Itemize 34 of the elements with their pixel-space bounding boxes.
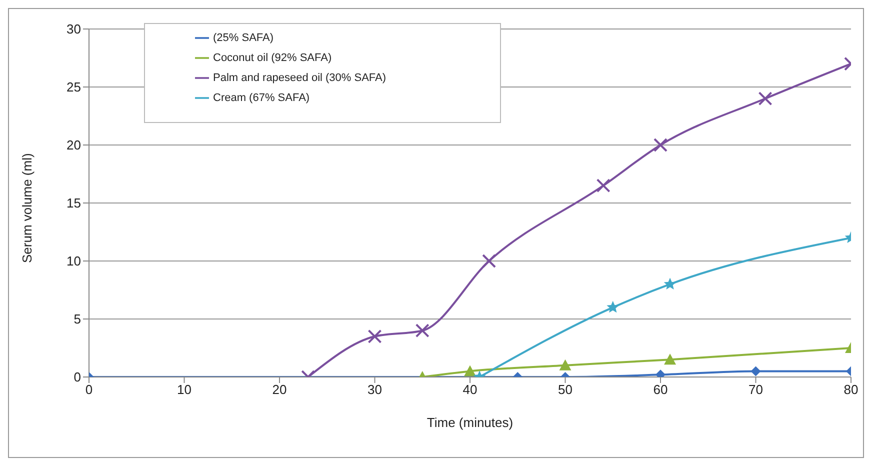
- point: [664, 354, 676, 365]
- point: [596, 178, 610, 193]
- point: [482, 254, 496, 268]
- x-tick-label: 70: [748, 382, 763, 398]
- x-axis-title: Time (minutes): [426, 415, 514, 430]
- point: [654, 138, 668, 152]
- point: [368, 329, 382, 344]
- y-tick-label: 5: [74, 312, 81, 327]
- y-tick-label: 10: [66, 254, 81, 269]
- legend-label: Palm and rapeseed oil (30% SAFA): [213, 72, 386, 84]
- point: [750, 366, 761, 376]
- point: [415, 324, 430, 338]
- legend-label: (25% SAFA): [213, 32, 274, 44]
- point: [758, 92, 772, 106]
- x-tick-label: 40: [462, 382, 478, 398]
- y-tick-label: 15: [66, 196, 81, 211]
- x-tick-label: 10: [177, 382, 192, 398]
- x-tick-label: 60: [653, 382, 668, 398]
- x-tick-label: 0: [85, 382, 93, 398]
- legend-label: Cream (67% SAFA): [213, 92, 310, 104]
- legend-label: Coconut oil (92% SAFA): [213, 52, 332, 64]
- x-tick-label: 30: [368, 382, 382, 398]
- point: [464, 365, 476, 376]
- point: [559, 359, 572, 370]
- y-tick-label: 25: [66, 80, 81, 95]
- x-tick-label: 20: [272, 382, 287, 398]
- y-tick-label: 30: [66, 22, 81, 37]
- x-tick-label: 50: [558, 382, 572, 398]
- y-tick-label: 20: [66, 138, 81, 153]
- y-axis-title: Serum volume (ml): [20, 153, 35, 263]
- point: [664, 278, 676, 290]
- y-tick-label: 0: [74, 370, 81, 385]
- point: [606, 300, 620, 313]
- x-tick-label: 80: [844, 382, 858, 398]
